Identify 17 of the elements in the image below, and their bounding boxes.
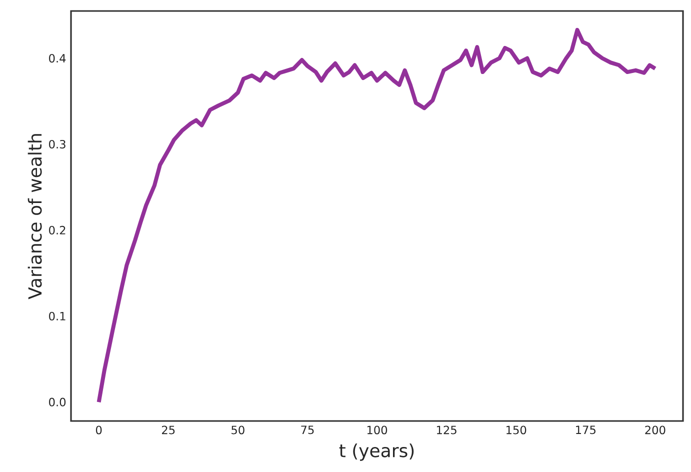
y-tick-label: 0.4: [49, 54, 66, 63]
y-axis-title: Variance of wealth: [28, 134, 42, 300]
x-tick-label: 25: [162, 426, 175, 434]
x-tick-label: 75: [301, 426, 314, 434]
x-axis-title: t (years): [339, 443, 414, 461]
y-tick-label: 0.3: [49, 140, 66, 149]
x-tick-label: 200: [645, 426, 666, 434]
x-tick-label: 125: [436, 426, 456, 434]
y-tick-label: 0.0: [49, 398, 66, 406]
x-tick-label: 100: [367, 426, 388, 434]
line-series: [96, 28, 658, 404]
y-tick-label: 0.2: [49, 226, 66, 234]
x-tick-label: 175: [576, 426, 596, 434]
x-tick-label: 50: [232, 426, 244, 434]
x-tick-label: 0: [96, 426, 102, 434]
x-tick-label: 150: [506, 426, 526, 434]
y-tick-label: 0.1: [49, 312, 66, 320]
